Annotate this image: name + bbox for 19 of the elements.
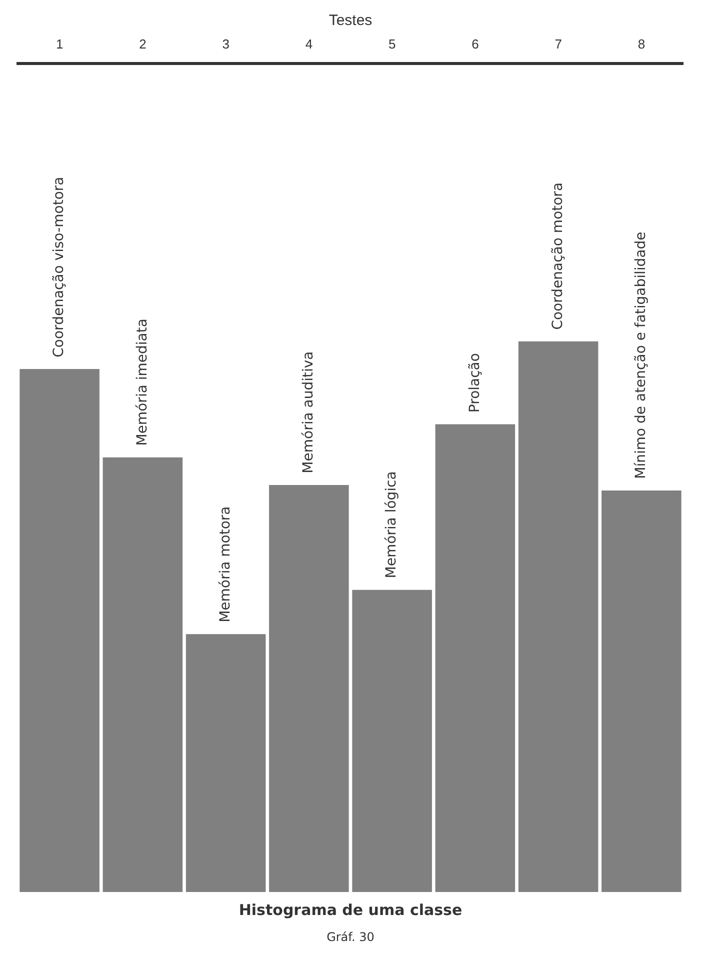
x-tick-label: 7 [554,36,562,52]
annotation: Memória auditiva [300,351,317,474]
x-tick-label: 3 [222,36,230,52]
x-tick-label: 4 [305,36,313,52]
text: Gráf. 30 [326,930,374,944]
annotation: Prolação [466,353,483,413]
annotation: Memória lógica [384,471,400,578]
annotation: Mínimo de atenção e fatigabilidade [633,232,650,479]
x-tick-label: 6 [472,36,479,52]
x-tick-label: 8 [638,36,646,52]
x-tick-label: 2 [139,36,146,52]
annotation: Coordenação viso-motora [51,176,68,358]
x-tick-label: 1 [56,36,64,52]
text: Histograma de uma classe [238,900,462,919]
annotation: Memória motora [217,506,234,622]
annotation: Memória imediata [134,318,150,446]
annotation: Coordenação motora [550,182,566,330]
x-tick-label: 5 [388,36,396,52]
x-axis-title: Testes [328,12,372,30]
